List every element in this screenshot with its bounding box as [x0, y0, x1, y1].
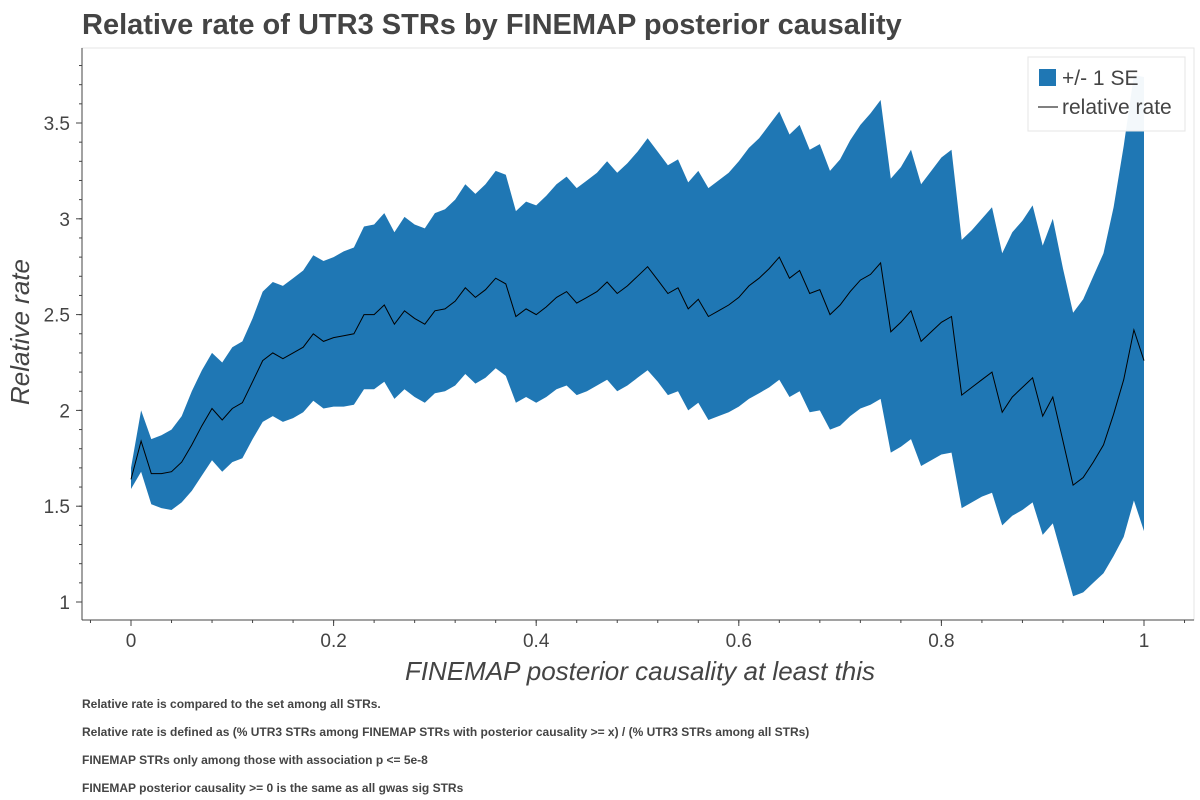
- series-layer: [130, 75, 1145, 597]
- footnote-4: FINEMAP posterior causality >= 0 is the …: [82, 781, 464, 795]
- y-tick-label: 3: [59, 210, 70, 231]
- x-tick-label: 0.6: [726, 631, 752, 652]
- legend-label-band: +/- 1 SE: [1062, 67, 1138, 90]
- y-tick-label: 3.5: [44, 114, 70, 135]
- legend: +/- 1 SE relative rate: [1027, 56, 1186, 132]
- legend-label-line: relative rate: [1062, 96, 1172, 119]
- footnote-3: FINEMAP STRs only among those with assoc…: [82, 753, 428, 767]
- axes-layer: 0 0.2 0.4 0.6 0.8 1 1 1.5 2 2.5 3 3.5: [44, 48, 1194, 652]
- chart-title: Relative rate of UTR3 STRs by FINEMAP po…: [82, 9, 902, 41]
- x-tick-label: 0: [126, 631, 137, 652]
- y-tick-label: 2.5: [44, 306, 70, 327]
- x-tick-label: 0.4: [523, 631, 550, 652]
- y-tick-label: 2: [59, 401, 70, 422]
- y-tick-label: 1: [59, 593, 70, 614]
- relative-rate-line: [130, 256, 1145, 486]
- y-tick-label: 1.5: [44, 497, 70, 518]
- footnote-1: Relative rate is compared to the set amo…: [82, 697, 381, 711]
- x-axis-label: FINEMAP posterior causality at least thi…: [405, 656, 875, 686]
- x-tick-label: 1: [1139, 631, 1150, 652]
- se-band: [131, 75, 1144, 597]
- legend-swatch-band: [1039, 69, 1056, 86]
- x-tick-label: 0.8: [928, 631, 954, 652]
- footnote-2: Relative rate is defined as (% UTR3 STRs…: [82, 725, 810, 739]
- x-tick-label: 0.2: [320, 631, 346, 652]
- y-axis-label: Relative rate: [5, 259, 35, 405]
